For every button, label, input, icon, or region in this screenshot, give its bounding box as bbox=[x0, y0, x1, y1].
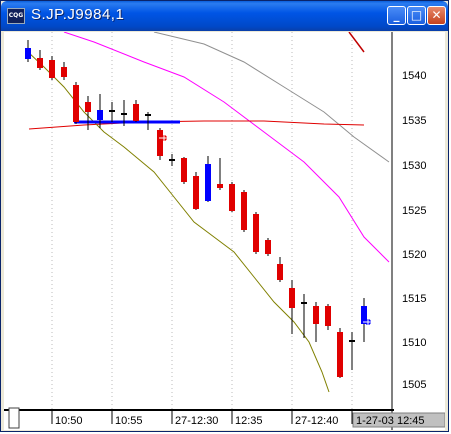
window-title: S.JP.J9984,1 bbox=[31, 6, 125, 23]
time-label-2712-40: 27-12:40 bbox=[295, 415, 338, 427]
price-label-1515: 1515 bbox=[402, 293, 426, 305]
price-label-1520: 1520 bbox=[402, 249, 426, 261]
maximize-button[interactable]: □ bbox=[407, 6, 426, 25]
price-label-1535: 1535 bbox=[402, 115, 426, 127]
candlesticks bbox=[25, 40, 367, 378]
minimize-button[interactable]: _ bbox=[387, 6, 406, 25]
ma-gray-line bbox=[153, 32, 390, 163]
close-button[interactable]: ✕ bbox=[427, 6, 446, 25]
current-time-label: 1-27-03 12:45 bbox=[356, 415, 425, 427]
title-bar[interactable]: CQG S.JP.J9984,1 _ □ ✕ bbox=[1, 1, 448, 31]
chart-area[interactable]: 1540 1535 1530 1525 1520 1515 1510 1505 … bbox=[4, 32, 445, 430]
current-time-box bbox=[352, 412, 445, 428]
price-chart[interactable]: 1540 1535 1530 1525 1520 1515 1510 1505 … bbox=[4, 32, 445, 430]
time-label-2712-30: 27-12:30 bbox=[175, 415, 218, 427]
price-label-1505: 1505 bbox=[402, 379, 426, 391]
ma-darkred-line bbox=[348, 32, 365, 53]
ma-red-line bbox=[28, 120, 365, 130]
price-label-1540: 1540 bbox=[402, 70, 426, 82]
time-label-1235: 12:35 bbox=[235, 415, 263, 427]
ma-magenta-line bbox=[63, 32, 390, 263]
price-label-1510: 1510 bbox=[402, 337, 426, 349]
time-label-1050: 10:50 bbox=[55, 415, 83, 427]
scroll-thumb[interactable] bbox=[8, 407, 20, 429]
signal-markers bbox=[159, 133, 373, 327]
price-label-1530: 1530 bbox=[402, 160, 426, 172]
app-icon[interactable]: CQG bbox=[7, 8, 25, 24]
time-label-1055: 10:55 bbox=[115, 415, 143, 427]
price-label-1525: 1525 bbox=[402, 205, 426, 217]
